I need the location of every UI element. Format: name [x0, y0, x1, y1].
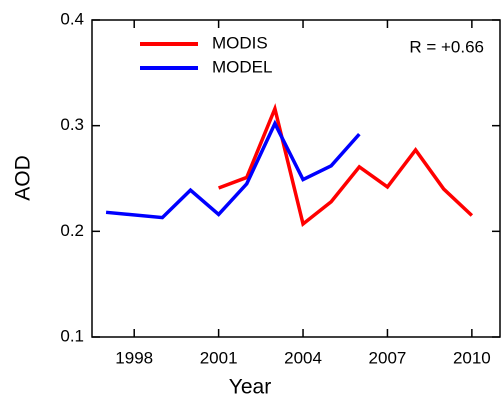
- legend-label: MODEL: [212, 57, 272, 76]
- x-tick-label: 2004: [284, 348, 322, 367]
- series-line: [105, 119, 361, 220]
- y-axis-label: AOD: [12, 155, 35, 201]
- y-tick-label: 0.3: [60, 115, 84, 134]
- legend-label: MODIS: [212, 33, 268, 52]
- plot-frame: [91, 19, 501, 338]
- series-line: [218, 103, 474, 227]
- x-axis-label: Year: [229, 376, 271, 399]
- y-tick-label: 0.1: [60, 326, 84, 345]
- y-tick-label: 0.4: [60, 9, 84, 28]
- x-tick-label: 2001: [200, 348, 238, 367]
- x-tick-label: 2007: [369, 348, 407, 367]
- y-tick-label: 0.2: [60, 221, 84, 240]
- annotation: R = +0.66: [409, 37, 484, 56]
- x-tick-label: 1998: [115, 348, 153, 367]
- x-tick-label: 2010: [453, 348, 491, 367]
